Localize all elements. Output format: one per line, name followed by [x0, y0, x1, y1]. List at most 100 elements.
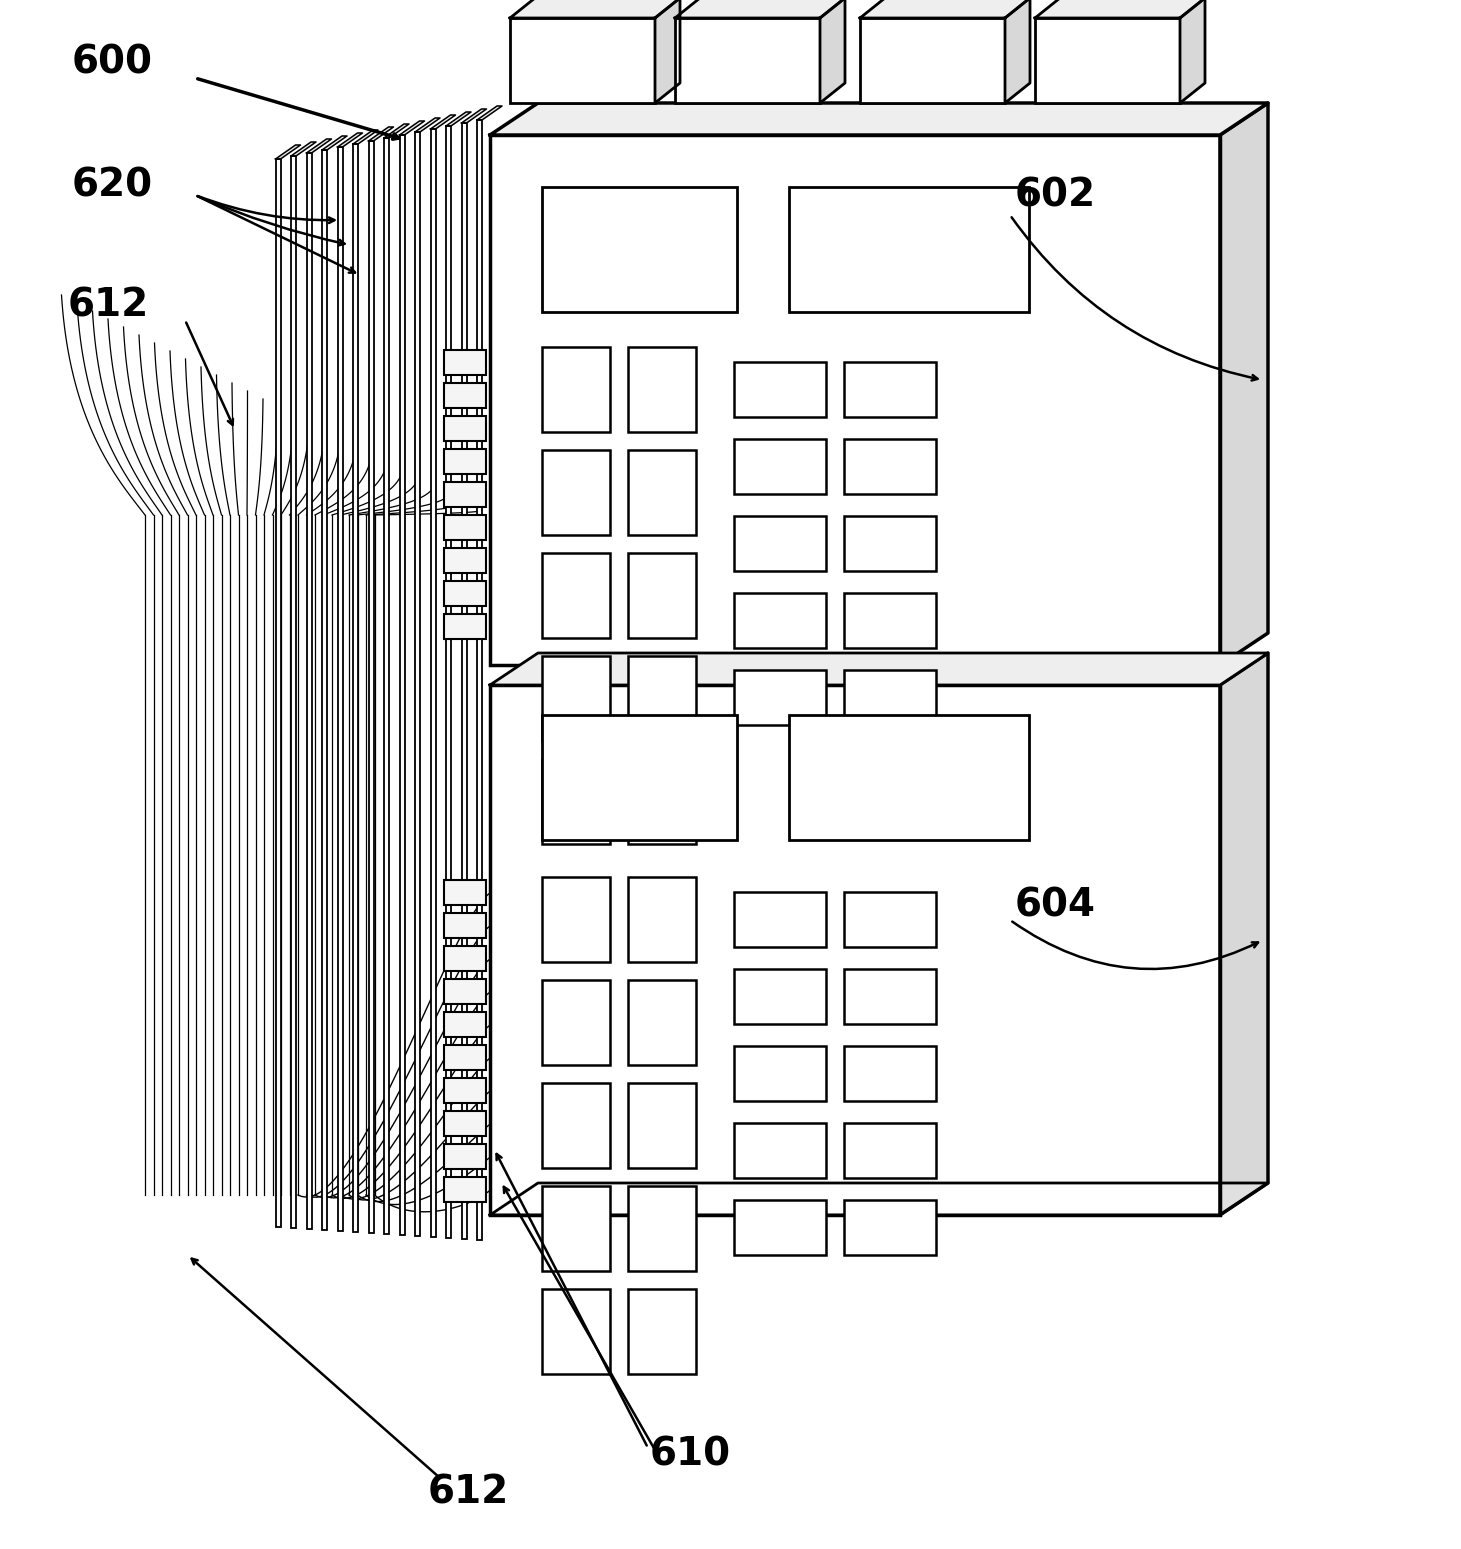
Bar [444, 581, 487, 606]
Bar [542, 553, 611, 638]
Bar [733, 671, 825, 725]
Bar [444, 482, 487, 507]
Polygon shape [1180, 0, 1205, 102]
Polygon shape [861, 0, 1030, 19]
Polygon shape [820, 0, 844, 102]
Bar [444, 1145, 487, 1169]
Polygon shape [415, 118, 440, 132]
Polygon shape [368, 127, 393, 141]
Polygon shape [1034, 0, 1205, 19]
Bar [444, 383, 487, 407]
Text: 612: 612 [67, 287, 149, 324]
Bar [337, 147, 342, 1231]
Bar [542, 981, 611, 1066]
Bar [844, 970, 937, 1024]
Polygon shape [462, 108, 487, 122]
Bar [542, 187, 736, 311]
Bar [542, 716, 736, 840]
Polygon shape [476, 105, 503, 119]
Bar [462, 122, 466, 1239]
Text: 620: 620 [72, 166, 152, 204]
Bar [844, 593, 937, 647]
Bar [415, 132, 419, 1236]
Bar [444, 1078, 487, 1103]
Bar [444, 449, 487, 474]
Bar [384, 138, 389, 1235]
Text: 602: 602 [1014, 177, 1096, 214]
Bar [510, 19, 655, 102]
Polygon shape [276, 146, 301, 160]
Bar [789, 187, 1029, 311]
Bar [444, 1011, 487, 1036]
Bar [542, 1083, 611, 1168]
Bar [733, 516, 825, 572]
Bar [733, 1046, 825, 1101]
Bar [446, 125, 451, 1238]
Bar [444, 514, 487, 541]
Bar [476, 119, 482, 1241]
Bar [844, 516, 937, 572]
Polygon shape [291, 143, 316, 156]
Bar [542, 347, 611, 432]
Bar [542, 759, 611, 844]
Bar [431, 129, 435, 1238]
Bar [733, 593, 825, 647]
Bar [675, 19, 820, 102]
Bar [489, 135, 1220, 665]
Bar [542, 877, 611, 962]
Text: 600: 600 [72, 43, 152, 81]
Polygon shape [489, 654, 1268, 685]
Bar [733, 362, 825, 417]
Bar [733, 892, 825, 946]
Bar [733, 438, 825, 494]
Bar [628, 877, 695, 962]
Polygon shape [1220, 654, 1268, 1214]
Bar [276, 160, 281, 1227]
Bar [733, 1200, 825, 1255]
Bar [444, 1111, 487, 1135]
Bar [628, 981, 695, 1066]
Text: 610: 610 [650, 1436, 730, 1475]
Polygon shape [489, 1183, 1268, 1214]
Bar [628, 655, 695, 740]
Bar [844, 1123, 937, 1177]
Bar [789, 716, 1029, 840]
Bar [399, 135, 405, 1235]
Bar [844, 438, 937, 494]
Bar [844, 1046, 937, 1101]
Bar [291, 156, 297, 1228]
Polygon shape [337, 133, 362, 147]
Polygon shape [446, 112, 470, 125]
Bar [844, 892, 937, 946]
Bar [628, 347, 695, 432]
Bar [444, 417, 487, 441]
Bar [444, 979, 487, 1004]
Bar [354, 144, 358, 1231]
Bar [628, 1187, 695, 1272]
Bar [628, 1289, 695, 1374]
Bar [628, 759, 695, 844]
Polygon shape [510, 0, 679, 19]
Bar [444, 548, 487, 573]
Polygon shape [675, 0, 844, 19]
Bar [844, 1200, 937, 1255]
Bar [321, 150, 327, 1230]
Bar [733, 1123, 825, 1177]
Polygon shape [1220, 102, 1268, 665]
Bar [444, 1177, 487, 1202]
Polygon shape [489, 102, 1268, 135]
Text: 612: 612 [428, 1473, 508, 1510]
Bar [733, 970, 825, 1024]
Bar [444, 912, 487, 939]
Bar [1034, 19, 1180, 102]
Bar [844, 671, 937, 725]
Polygon shape [384, 124, 409, 138]
Polygon shape [307, 139, 332, 153]
Polygon shape [431, 115, 456, 129]
Bar [444, 613, 487, 640]
Polygon shape [354, 130, 378, 144]
Bar [542, 451, 611, 534]
Bar [628, 1083, 695, 1168]
Bar [444, 880, 487, 905]
Bar [861, 19, 1005, 102]
